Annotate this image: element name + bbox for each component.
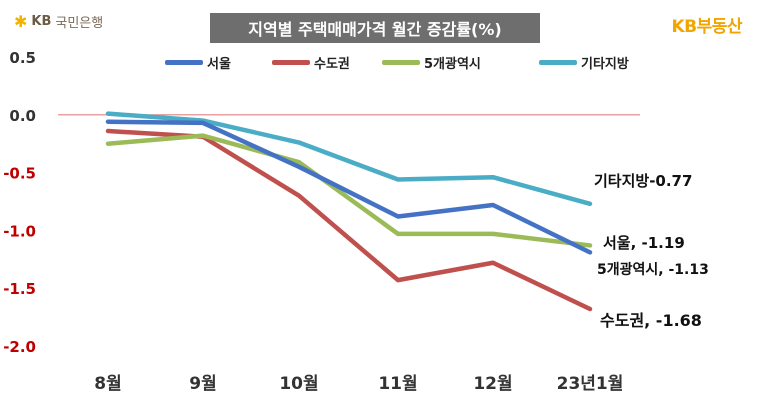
legend-label: 수도권 [314, 57, 350, 72]
chart-title: 지역별 주택매매가격 월간 증감률(%) [210, 13, 540, 43]
legend-item: 수도권 [272, 53, 350, 72]
x-tick-label: 8월 [94, 374, 121, 394]
y-tick-label: 0.0 [9, 107, 36, 125]
chart-legend: 서울 수도권 5개광역시 기타지방 [0, 53, 758, 75]
series-line [105, 128, 593, 312]
legend-item: 서울 [165, 53, 231, 72]
star-icon: ✱ [14, 11, 28, 31]
kb-realestate-logo: KB부동산 [671, 12, 742, 37]
series-line [105, 133, 593, 248]
logo-bank-text: 국민은행 [55, 16, 104, 31]
series-line [105, 119, 593, 255]
x-tick-label: 10월 [279, 374, 318, 394]
legend-label: 기타지방 [581, 57, 629, 72]
legend-swatch [539, 60, 577, 65]
y-tick-label: -0.5 [3, 165, 36, 183]
legend-swatch [382, 60, 420, 65]
legend-swatch [272, 60, 310, 65]
series-line [105, 111, 593, 207]
kb-kookmin-logo: ✱ KB 국민은행 [14, 12, 103, 31]
legend-item: 기타지방 [539, 53, 629, 72]
legend-item: 5개광역시 [382, 53, 481, 72]
y-tick-label: -1.5 [3, 280, 36, 298]
legend-swatch [165, 60, 203, 65]
y-tick-label: 0.5 [9, 49, 36, 67]
data-label: 5개광역시, -1.13 [597, 261, 709, 278]
data-label: 수도권, -1.68 [600, 311, 702, 330]
legend-label: 5개광역시 [424, 57, 481, 72]
x-tick-label: 11월 [378, 374, 417, 394]
logo-kb2-text: KB [671, 17, 697, 37]
x-tick-label: 12월 [473, 374, 512, 394]
y-tick-label: -2.0 [3, 338, 36, 356]
y-tick-label: -1.0 [3, 222, 36, 240]
x-tick-label: 23년1월 [557, 374, 624, 394]
data-label: 기타지방-0.77 [594, 172, 692, 190]
data-label: 서울, -1.19 [603, 234, 685, 252]
legend-label: 서울 [207, 57, 231, 72]
logo-realestate-text: 부동산 [696, 17, 743, 37]
logo-kb-text: KB [31, 14, 52, 29]
x-tick-label: 9월 [189, 374, 216, 394]
